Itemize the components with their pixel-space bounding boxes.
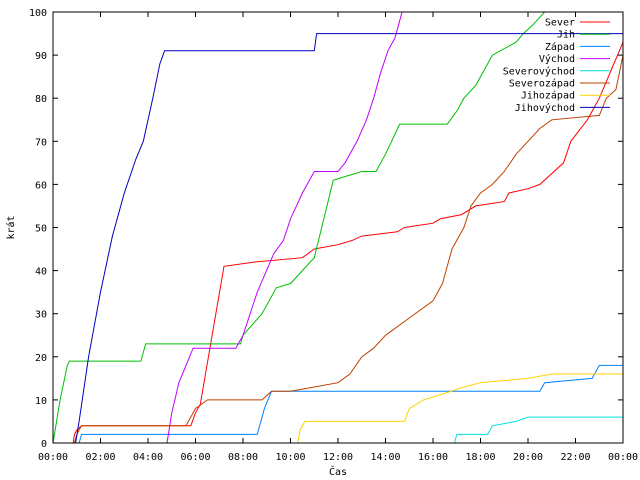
y-tick-label: 100 xyxy=(29,8,47,19)
x-tick-label: 08:00 xyxy=(228,452,258,463)
y-tick-label: 70 xyxy=(35,137,47,148)
series-line-7 xyxy=(53,373,623,443)
legend-label: Severozápad xyxy=(509,78,575,90)
series-line-2 xyxy=(53,12,545,443)
x-tick-label: 16:00 xyxy=(418,452,448,463)
x-tick-labels: 00:00 02:00 04:00 06:00 08:00 10:00 12:00 14:00… xyxy=(38,452,638,463)
series-lines xyxy=(53,12,623,443)
legend-label: Východ xyxy=(539,53,575,65)
x-tick-label: 02:00 xyxy=(85,452,115,463)
y-tick-label: 50 xyxy=(35,224,47,235)
series-line-8 xyxy=(53,33,623,443)
legend-label: Jih xyxy=(557,30,575,41)
legend-label: Sever xyxy=(545,18,575,29)
legend: SeverJihZápadVýchodSeverovýchodSeverozáp… xyxy=(503,18,610,114)
legend-label: Severovýchod xyxy=(503,65,575,77)
y-tick-label: 0 xyxy=(41,439,47,450)
series-line-4 xyxy=(53,12,403,443)
x-axis-title: Čas xyxy=(329,465,347,478)
y-axis-title: krát xyxy=(5,215,17,239)
x-tick-label: 14:00 xyxy=(370,452,400,463)
x-tick-label: 10:00 xyxy=(275,452,305,463)
y-tick-label: 20 xyxy=(35,353,47,364)
y-tick-label: 90 xyxy=(35,51,47,62)
x-tick-label: 00:00 xyxy=(608,452,638,463)
x-tick-label: 12:00 xyxy=(323,452,353,463)
series-line-5 xyxy=(53,416,623,443)
legend-label: Západ xyxy=(545,41,575,53)
x-tick-label: 00:00 xyxy=(38,452,68,463)
x-tick-label: 20:00 xyxy=(513,452,543,463)
y-tick-label: 40 xyxy=(35,267,47,278)
y-tick-label: 30 xyxy=(35,310,47,321)
x-tick-label: 22:00 xyxy=(560,452,590,463)
legend-label: Jihozápad xyxy=(521,90,575,102)
y-tick-label: 10 xyxy=(35,396,47,407)
series-line-6 xyxy=(53,54,623,443)
y-tick-label: 80 xyxy=(35,94,47,105)
x-tick-label: 04:00 xyxy=(133,452,163,463)
x-tick-label: 18:00 xyxy=(465,452,495,463)
axis-ticks xyxy=(52,11,624,444)
legend-label: Jihovýchod xyxy=(515,102,575,114)
x-tick-label: 06:00 xyxy=(180,452,210,463)
y-tick-label: 60 xyxy=(35,180,47,191)
y-tick-labels: 0 10 20 30 40 50 60 70 80 90 100 xyxy=(29,8,47,450)
